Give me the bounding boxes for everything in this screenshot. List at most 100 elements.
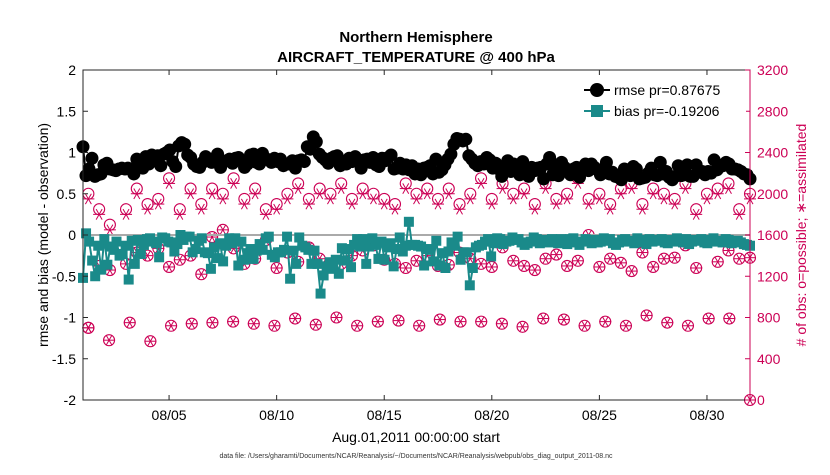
bias-point	[282, 231, 293, 242]
obs-assimilated-stroke	[250, 318, 258, 330]
obs-assimilated-stroke	[291, 313, 299, 324]
obs-assimilated-stroke	[262, 208, 270, 220]
obs-assimilated-high-marker	[733, 208, 746, 220]
bias-point	[336, 243, 347, 254]
obs-assimilated-stroke	[413, 193, 420, 205]
obs-assimilated-stroke	[617, 257, 625, 269]
obs-assimilated-stroke	[294, 183, 302, 195]
bias-point	[251, 245, 262, 256]
obs-assimilated-stroke	[348, 198, 356, 210]
obs-assimilated-stroke	[154, 198, 162, 210]
obs-assimilated-high-marker	[152, 198, 165, 210]
bias-point	[81, 228, 92, 239]
obs-assimilated-stroke	[133, 188, 141, 200]
bias-point	[205, 263, 216, 274]
bias-point	[428, 256, 439, 267]
bias-point	[245, 244, 256, 255]
obs-assimilated-stroke	[106, 224, 114, 236]
obs-assimilated-high-marker	[302, 198, 315, 210]
obs-assimilated-stroke	[197, 268, 205, 280]
bias-point	[437, 248, 448, 259]
obs-assimilated-stroke	[574, 255, 582, 267]
obs-assimilated-high-marker	[93, 208, 106, 220]
bias-series	[78, 216, 755, 299]
bias-point	[291, 258, 302, 269]
bias-point	[391, 244, 402, 255]
obs-assimilated-bottom-marker	[144, 335, 157, 347]
obs-assimilated-bottom-marker	[82, 322, 95, 334]
obs-assimilated-bottom-marker	[578, 320, 591, 332]
obs-assimilated-high-marker	[421, 188, 434, 200]
y-left-tick-label: 1	[68, 145, 76, 161]
legend-rmse-marker	[590, 83, 604, 97]
bias-point	[342, 244, 353, 255]
y-right-tick-label: 3200	[757, 62, 788, 78]
obs-assimilated-stroke	[144, 250, 151, 262]
bias-point	[99, 234, 110, 245]
obs-assimilated-stroke	[509, 255, 517, 267]
bias-point	[452, 231, 463, 242]
obs-assimilated-stroke	[144, 203, 151, 215]
bias-point	[239, 254, 250, 265]
chart-title: Northern Hemisphere	[339, 29, 492, 46]
obs-assimilated-low-marker	[561, 260, 574, 272]
obs-assimilated-high-marker	[184, 188, 197, 200]
obs-assimilated-stroke	[509, 193, 517, 205]
obs-assimilated-stroke	[176, 208, 184, 220]
obs-assimilated-stroke	[208, 317, 216, 329]
obs-assimilated-stroke	[649, 188, 657, 200]
bias-point	[425, 244, 436, 255]
obs-assimilated-high-marker	[281, 193, 294, 205]
obs-assimilated-stroke	[725, 183, 732, 195]
obs-assimilated-stroke	[671, 198, 679, 210]
obs-assimilated-high-marker	[496, 183, 509, 195]
rmse-point	[85, 151, 99, 165]
obs-assimilated-high-marker	[399, 183, 412, 195]
obs-assimilated-stroke	[122, 208, 130, 220]
obs-assimilated-stroke	[457, 316, 464, 328]
legend-bias-marker	[591, 105, 603, 117]
obs-assimilated-bottom-marker	[475, 316, 488, 328]
obs-assimilated-high-marker	[518, 188, 531, 200]
bias-point	[483, 234, 494, 245]
bias-point	[254, 239, 265, 250]
bias-point	[151, 238, 162, 249]
obs-assimilated-stroke	[337, 183, 345, 195]
obs-assimilated-low-marker	[163, 261, 176, 273]
y-axis-left: -2 -1.5 -1 -0.5 0 0.5 1 1.5 2	[52, 62, 88, 408]
obs-assimilated-stroke	[520, 260, 528, 272]
bias-point	[440, 263, 451, 273]
bias-point	[388, 261, 399, 272]
bias-point	[87, 255, 98, 266]
obs-assimilated-stroke	[682, 183, 689, 195]
obs-assimilated-stroke	[165, 177, 173, 189]
bias-point	[257, 244, 268, 255]
bias-point	[221, 240, 232, 251]
obs-assimilated-high-marker	[475, 177, 488, 189]
obs-assimilated-high-marker	[216, 193, 229, 205]
obs-assimilated-stroke	[595, 193, 603, 205]
obs-assimilated-bottom-marker	[103, 334, 116, 346]
obs-assimilated-low-marker	[625, 265, 638, 277]
obs-assimilated-low-marker	[647, 261, 660, 273]
legend: rmse pr=0.87675 bias pr=-0.19206	[580, 76, 746, 126]
obs-assimilated-bottom-marker	[454, 316, 467, 328]
x-axis: 08/05 08/10 08/15 08/20 08/25 08/30	[152, 70, 725, 423]
obs-assimilated-stroke	[423, 188, 431, 200]
obs-assimilated-high-marker	[238, 198, 251, 210]
obs-assimilated-stroke	[402, 262, 410, 274]
obs-assimilated-high-marker	[647, 188, 660, 200]
obs-assimilated-stroke	[466, 193, 474, 205]
obs-assimilated-stroke	[663, 317, 671, 329]
bias-point	[455, 254, 466, 265]
obs-assimilated-bottom-marker	[371, 316, 384, 328]
bias-point	[294, 232, 305, 243]
obs-assimilated-stroke	[273, 262, 281, 274]
obs-assimilated-stroke	[552, 249, 560, 261]
obs-assimilated-high-marker	[388, 203, 401, 215]
y-left-tick-label: 1.5	[57, 103, 77, 119]
obs-assimilated-stroke	[714, 188, 722, 200]
obs-assimilated-bottom-marker	[702, 313, 715, 324]
obs-assimilated-stroke	[671, 252, 679, 264]
